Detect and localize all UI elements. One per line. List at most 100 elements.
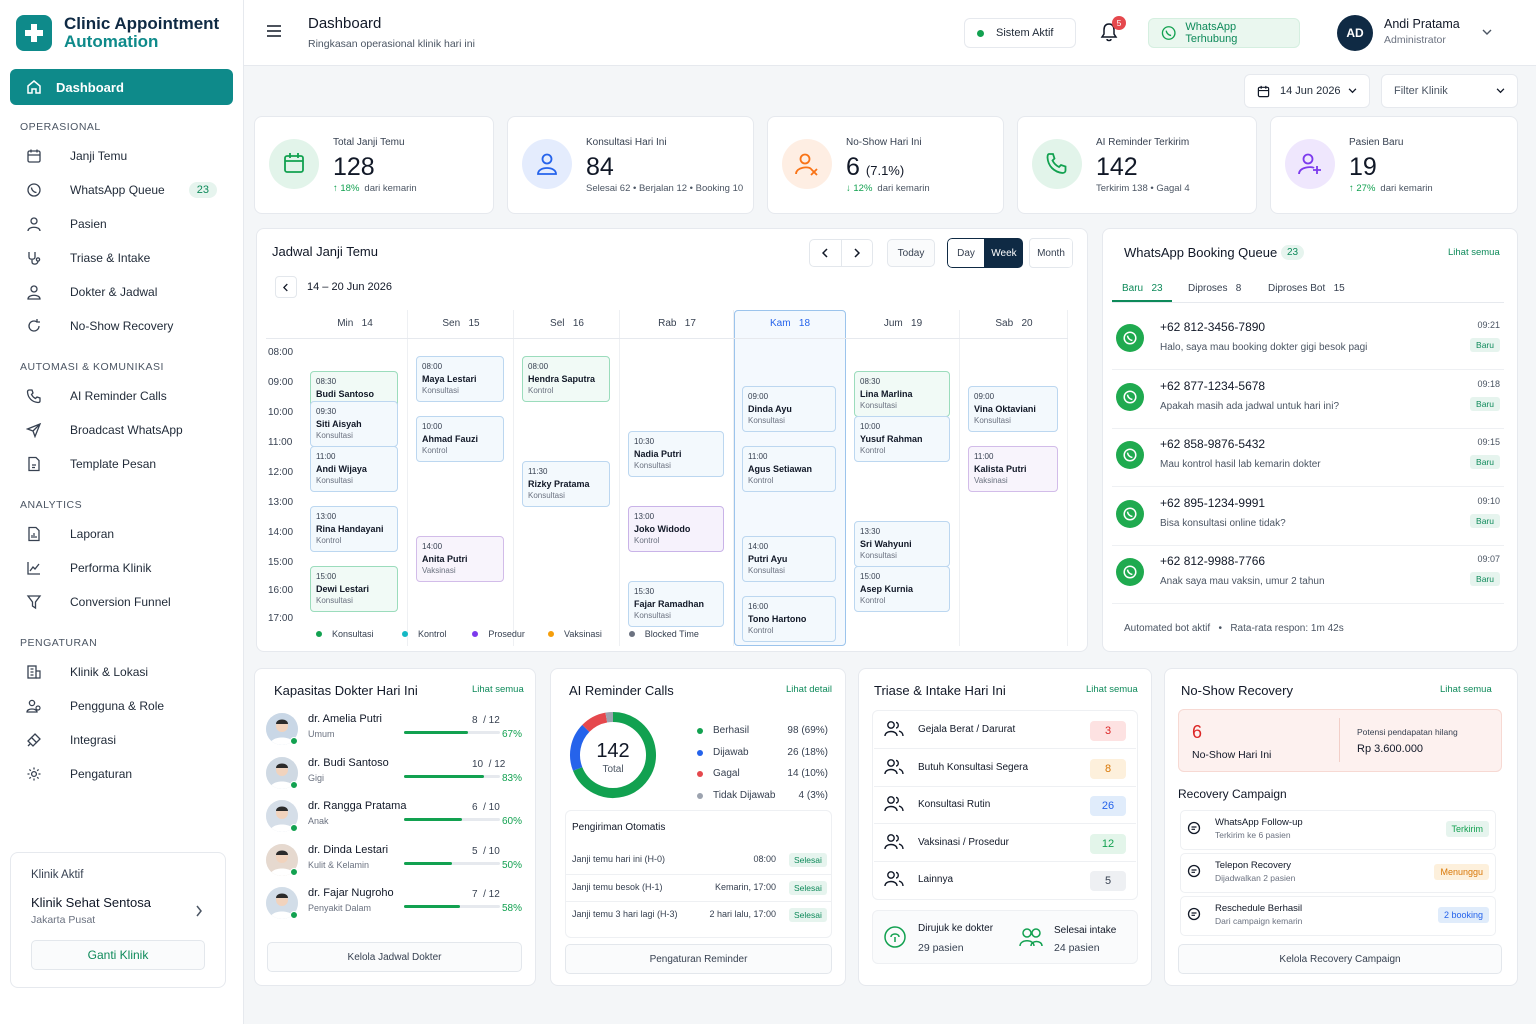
- change-clinic-button[interactable]: Ganti Klinik: [31, 940, 205, 970]
- appointment-event[interactable]: 16:00 Tono Hartono Kontrol: [742, 596, 836, 642]
- plug-icon: [26, 732, 56, 748]
- appointment-event[interactable]: 09:00 Vina Oktaviani Konsultasi: [968, 386, 1058, 432]
- avatar[interactable]: AD: [1337, 15, 1373, 51]
- today-button[interactable]: Today: [887, 239, 935, 267]
- appointment-event[interactable]: 13:00 Rina Handayani Kontrol: [310, 506, 398, 552]
- view-day-button[interactable]: Day: [947, 238, 985, 268]
- sidebar-item-pengaturan[interactable]: Pengaturan: [0, 757, 243, 791]
- doctors-view-all-link[interactable]: Lihat semua: [472, 684, 524, 695]
- sidebar-item-label: Pasien: [70, 217, 107, 231]
- appointment-event[interactable]: 08:00 Hendra Saputra Kontrol: [522, 356, 610, 402]
- queue-tab-diproses-bot[interactable]: Diproses Bot 15: [1268, 283, 1345, 294]
- triage-row[interactable]: Butuh Konsultasi Segera 8: [874, 750, 1136, 787]
- event-patient: Anita Putri: [422, 554, 468, 564]
- sidebar-item-performa-klinik[interactable]: Performa Klinik: [0, 551, 243, 585]
- event-time: 11:30: [528, 467, 548, 476]
- event-patient: Yusuf Rahman: [860, 434, 923, 444]
- manage-doctor-schedule-button[interactable]: Kelola Jadwal Dokter: [267, 942, 522, 972]
- view-month-button[interactable]: Month: [1029, 238, 1073, 268]
- appointment-event[interactable]: 10:00 Yusuf Rahman Kontrol: [854, 416, 950, 462]
- queue-tab-diproses[interactable]: Diproses 8: [1188, 283, 1242, 294]
- sidebar-item-pengguna-role[interactable]: Pengguna & Role: [0, 689, 243, 723]
- appointment-event[interactable]: 15:30 Fajar Ramadhan Konsultasi: [628, 581, 724, 627]
- sidebar-item-dokter-jadwal[interactable]: Dokter & Jadwal: [0, 275, 243, 309]
- menu-icon[interactable]: [266, 24, 282, 38]
- appointment-event[interactable]: 14:00 Anita Putri Vaksinasi: [416, 536, 504, 582]
- clinic-filter-select[interactable]: Filter Klinik: [1381, 74, 1518, 108]
- triage-row[interactable]: Lainnya 5: [874, 862, 1136, 899]
- manage-campaign-button[interactable]: Kelola Recovery Campaign: [1178, 944, 1502, 974]
- event-patient: Sri Wahyuni: [860, 539, 912, 549]
- appointment-event[interactable]: 11:00 Kalista Putri Vaksinasi: [968, 446, 1058, 492]
- event-time: 13:00: [634, 512, 655, 521]
- sidebar-item-conversion-funnel[interactable]: Conversion Funnel: [0, 585, 243, 619]
- appointment-event[interactable]: 13:30 Sri Wahyuni Konsultasi: [854, 521, 950, 567]
- sidebar-item-triase-intake[interactable]: Triase & Intake: [0, 241, 243, 275]
- no-show-view-all-link[interactable]: Lihat semua: [1440, 684, 1492, 695]
- next-week-button[interactable]: [842, 240, 873, 266]
- date-picker[interactable]: 14 Jun 2026: [1244, 74, 1370, 108]
- whatsapp-status-chip[interactable]: WhatsApp Terhubung: [1148, 18, 1300, 48]
- appointment-event[interactable]: 10:30 Nadia Putri Konsultasi: [628, 431, 724, 477]
- stat-card-no-show-today: No-Show Hari Ini 6 (7.1%) ↓ 12% dari kemarin: [767, 116, 1004, 214]
- triage-row[interactable]: Konsultasi Rutin 26: [874, 787, 1136, 824]
- user-info[interactable]: Andi Pratama Administrator: [1384, 17, 1460, 46]
- appointment-event[interactable]: 08:00 Maya Lestari Konsultasi: [416, 356, 504, 402]
- sidebar-item-integrasi[interactable]: Integrasi: [0, 723, 243, 757]
- sidebar-item-no-show-recovery[interactable]: No-Show Recovery: [0, 309, 243, 343]
- sidebar-item-pasien[interactable]: Pasien: [0, 207, 243, 241]
- queue-tab-baru[interactable]: Baru 23: [1112, 283, 1172, 302]
- campaign-row[interactable]: Reschedule Berhasil Dari campaign kemarin…: [1180, 896, 1496, 936]
- triage-row[interactable]: Vaksinasi / Prosedur 12: [874, 825, 1136, 862]
- event-time: 10:00: [422, 422, 443, 431]
- event-patient: Rina Handayani: [316, 524, 384, 534]
- appointment-event[interactable]: 10:00 Ahmad Fauzi Kontrol: [416, 416, 504, 462]
- range-back-button[interactable]: [275, 276, 297, 298]
- event-time: 08:30: [316, 377, 337, 386]
- sidebar-item-dashboard[interactable]: Dashboard: [10, 69, 233, 105]
- queue-item[interactable]: +62 858-9876-5432 Mau kontrol hasil lab k…: [1112, 431, 1504, 487]
- user-icon: [26, 216, 56, 232]
- sidebar-item-whatsapp-queue[interactable]: WhatsApp Queue 23: [0, 173, 243, 207]
- queue-time: 09:15: [1477, 437, 1500, 447]
- event-type: Vaksinasi: [422, 566, 456, 575]
- appointment-event[interactable]: 11:00 Andi Wijaya Konsultasi: [310, 446, 398, 492]
- triage-view-all-link[interactable]: Lihat semua: [1086, 684, 1138, 695]
- appointment-event[interactable]: 15:00 Dewi Lestari Konsultasi: [310, 566, 398, 612]
- queue-item[interactable]: +62 895-1234-9991 Bisa konsultasi online …: [1112, 490, 1504, 546]
- sidebar-item-template-pesan[interactable]: Template Pesan: [0, 447, 243, 481]
- sidebar-item-broadcast-whatsapp[interactable]: Broadcast WhatsApp: [0, 413, 243, 447]
- queue-time: 09:21: [1477, 320, 1500, 330]
- sidebar-item-laporan[interactable]: Laporan: [0, 517, 243, 551]
- campaign-status-badge: 2 booking: [1437, 907, 1489, 923]
- queue-item[interactable]: +62 812-3456-7890 Halo, saya mau booking …: [1112, 314, 1504, 370]
- appointment-event[interactable]: 09:30 Siti Aisyah Konsultasi: [310, 401, 398, 447]
- appointment-event[interactable]: 14:00 Putri Ayu Konsultasi: [742, 536, 836, 582]
- campaign-row[interactable]: Telepon Recovery Dijadwalkan 2 pasien Menu…: [1180, 853, 1496, 893]
- queue-view-all-link[interactable]: Lihat semua: [1448, 247, 1500, 258]
- queue-item[interactable]: +62 812-9988-7766 Anak saya mau vaksin, u…: [1112, 548, 1504, 604]
- triage-row[interactable]: Gejala Berat / Darurat 3: [874, 712, 1136, 749]
- stat-card-ai-reminders-sent: AI Reminder Terkirim 142 Terkirim 138 • Ga…: [1017, 116, 1257, 214]
- appointment-event[interactable]: 08:30 Lina Marlina Konsultasi: [854, 371, 950, 417]
- queue-time: 09:18: [1477, 378, 1500, 389]
- appointment-event[interactable]: 15:00 Asep Kurnia Kontrol: [854, 566, 950, 612]
- view-week-button[interactable]: Week: [985, 238, 1023, 268]
- sidebar-item-klinik-lokasi[interactable]: Klinik & Lokasi: [0, 655, 243, 689]
- notification-bell[interactable]: 5: [1100, 16, 1126, 45]
- sidebar-item-janji-temu[interactable]: Janji Temu: [0, 139, 243, 173]
- event-patient: Andi Wijaya: [316, 464, 367, 474]
- stat-delta-label: dari kemarin: [1380, 183, 1433, 194]
- appointment-event[interactable]: 11:30 Rizky Pratama Konsultasi: [522, 461, 610, 507]
- campaign-row[interactable]: WhatsApp Follow-up Terkirim ke 6 pasien Te…: [1180, 810, 1496, 850]
- prev-week-button[interactable]: [810, 240, 842, 266]
- sidebar-item-ai-reminder-calls[interactable]: AI Reminder Calls: [0, 379, 243, 413]
- chevron-right-icon[interactable]: [195, 905, 203, 917]
- appointment-event[interactable]: 11:00 Agus Setiawan Kontrol: [742, 446, 836, 492]
- reminder-settings-button[interactable]: Pengaturan Reminder: [565, 944, 832, 974]
- reminder-detail-link[interactable]: Lihat detail: [786, 684, 832, 695]
- queue-item[interactable]: +62 877-1234-5678 Apakah masih ada jadwal…: [1112, 373, 1504, 429]
- appointment-event[interactable]: 09:00 Dinda Ayu Konsultasi: [742, 386, 836, 432]
- appointment-event[interactable]: 13:00 Joko Widodo Kontrol: [628, 506, 724, 552]
- chevron-down-icon[interactable]: [1482, 29, 1492, 36]
